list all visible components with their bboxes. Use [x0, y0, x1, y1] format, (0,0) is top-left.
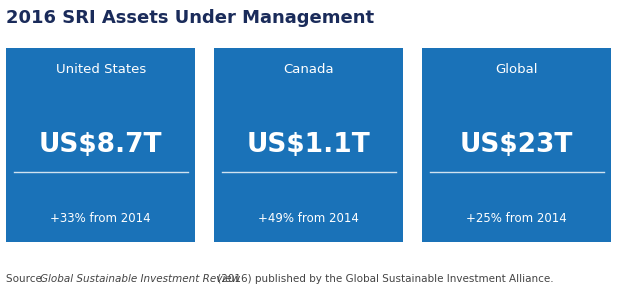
- Text: (2016) published by the Global Sustainable Investment Alliance.: (2016) published by the Global Sustainab…: [214, 274, 554, 284]
- Text: Canada: Canada: [284, 63, 334, 76]
- Text: +33% from 2014: +33% from 2014: [51, 212, 151, 225]
- Text: United States: United States: [56, 63, 146, 76]
- Text: 2016 SRI Assets Under Management: 2016 SRI Assets Under Management: [6, 9, 374, 27]
- Text: Global Sustainable Investment Review: Global Sustainable Investment Review: [40, 274, 241, 284]
- Text: US$23T: US$23T: [460, 132, 573, 158]
- Text: US$1.1T: US$1.1T: [247, 132, 371, 158]
- FancyBboxPatch shape: [214, 48, 403, 242]
- Text: +25% from 2014: +25% from 2014: [467, 212, 567, 225]
- FancyBboxPatch shape: [6, 48, 195, 242]
- Text: US$8.7T: US$8.7T: [39, 132, 163, 158]
- Text: +49% from 2014: +49% from 2014: [259, 212, 359, 225]
- Text: Source:: Source:: [6, 274, 49, 284]
- FancyBboxPatch shape: [422, 48, 611, 242]
- Text: Global: Global: [495, 63, 538, 76]
